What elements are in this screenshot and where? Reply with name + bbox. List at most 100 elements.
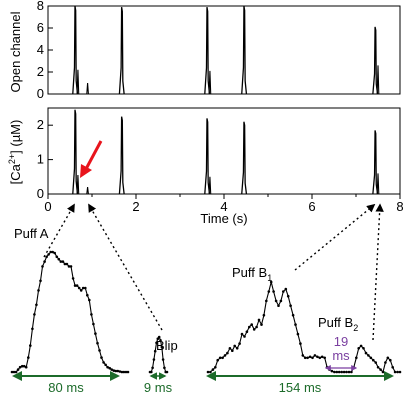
- puff-a-point: [20, 364, 24, 368]
- puff-a-point: [98, 349, 101, 352]
- puff-b-point: [250, 323, 253, 326]
- open-channel-spike: [372, 26, 379, 95]
- puff-b-point: [311, 356, 314, 360]
- open-channel-y-axis-label: Open channel: [8, 11, 23, 92]
- puff-a-point: [61, 260, 65, 263]
- calcium-panel: 0 1 2 0 2 4 6 8 [Ca2+] (µM) Time (s): [7, 107, 404, 226]
- connector-puff-a: [43, 203, 75, 258]
- puff-b-point: [231, 349, 234, 353]
- puff-b-point: [238, 342, 241, 345]
- puff-b-point: [235, 347, 239, 350]
- puff-a-point: [53, 251, 56, 255]
- calcium-trailing-spike: [376, 173, 380, 195]
- puff-b-point: [330, 369, 334, 373]
- calcium-plot-frame: [47, 107, 401, 195]
- calcium-spike: [372, 130, 379, 195]
- calcium-y-tick-label: 2: [37, 117, 44, 132]
- puff-b-point: [320, 355, 324, 359]
- open-channel-traces: [72, 5, 380, 95]
- blip-point: [161, 358, 165, 361]
- puff-b-point: [221, 356, 224, 360]
- open-channel-y-tick-label: 6: [37, 20, 44, 35]
- puff-b-point: [316, 355, 319, 359]
- puff-a-point: [16, 368, 20, 371]
- puff-a-point: [77, 286, 81, 290]
- puff-a-point: [102, 361, 105, 364]
- puff-a-point: [79, 289, 83, 292]
- calcium-x-tick-label: 2: [132, 199, 139, 214]
- open-channel-spike: [204, 6, 211, 95]
- blip-point: [152, 358, 156, 361]
- open-channel-y-tick-label: 2: [37, 64, 44, 79]
- puff-b-point: [359, 344, 363, 348]
- open-channel-panel: 0 2 4 6 8 Open channel: [8, 0, 401, 101]
- calcium-traces: [72, 109, 380, 195]
- puff-b-zoom-trace: [206, 280, 402, 374]
- puff-b-point: [386, 356, 390, 360]
- puff-b-point: [296, 332, 300, 336]
- connector-puff-b2: [372, 203, 384, 341]
- blip-zoom-trace: [148, 335, 169, 374]
- puff-b-point: [282, 290, 285, 293]
- open-channel-y-tick-label: 8: [37, 0, 44, 13]
- puff-a-point: [45, 255, 48, 259]
- blip-label: Blip: [156, 338, 178, 353]
- puff-b-point: [301, 354, 305, 357]
- open-channel-trailing-spike: [76, 69, 80, 95]
- puff-b-point: [372, 358, 375, 362]
- puff-b-point: [389, 358, 392, 362]
- puff-a-zoom-trace: [10, 250, 130, 374]
- puff-a-line: [12, 251, 128, 373]
- calcium-spike: [118, 116, 125, 195]
- puff-b-point: [396, 370, 399, 374]
- puff-b1-label: Puff B1: [232, 265, 272, 283]
- puff-a-point: [104, 363, 107, 367]
- puff-b-point: [262, 313, 266, 317]
- puff-b-point: [379, 368, 382, 371]
- puff-b-point: [376, 366, 380, 369]
- puff-b-point: [214, 366, 217, 369]
- blip-point: [150, 370, 153, 374]
- puff-b-point: [269, 280, 273, 284]
- puff-a-point: [81, 286, 85, 290]
- puff-b-point: [291, 313, 295, 317]
- puff-b-point: [342, 370, 346, 374]
- puff-b-point: [265, 299, 268, 303]
- puff-b-point: [367, 354, 370, 357]
- blip-duration-label: 9 ms: [144, 380, 173, 395]
- puff-b-point: [318, 356, 322, 360]
- puff-b-point: [381, 370, 385, 374]
- puff-a-point: [120, 370, 124, 374]
- puff-a-point: [88, 298, 91, 302]
- puff-b-point: [286, 294, 290, 298]
- puff-b-point: [284, 287, 288, 291]
- puff-b-point: [245, 330, 249, 334]
- puff-a-point: [67, 265, 71, 268]
- puff-a-point: [108, 366, 111, 370]
- puff-a-point: [75, 284, 79, 287]
- puff-b-point: [328, 368, 331, 371]
- puff-a-point: [65, 262, 69, 266]
- puff-b-point: [240, 332, 244, 336]
- puff-b-point: [308, 355, 312, 359]
- calcium-x-tick-label: 6: [308, 199, 315, 214]
- calcium-trailing-spike: [208, 176, 212, 195]
- puff-b-point: [279, 299, 283, 303]
- puff-b-point: [335, 370, 339, 374]
- calcium-spike: [241, 121, 248, 195]
- puff-b-point: [391, 366, 395, 369]
- puff-b-point: [218, 356, 222, 360]
- open-channel-y-tick-label: 0: [37, 86, 44, 101]
- calcium-x-ticks: 0 2 4 6 8: [44, 194, 404, 214]
- calcium-x-tick-label: 0: [44, 199, 51, 214]
- puff-b-point: [299, 342, 302, 345]
- puff-b-point: [277, 304, 280, 308]
- puff-b-point: [323, 356, 327, 360]
- puff-b-point: [313, 354, 317, 357]
- puff-a-point: [43, 260, 46, 263]
- blip-point: [157, 335, 161, 339]
- puff-a-point: [90, 313, 93, 316]
- calcium-x-tick-label: 4: [220, 199, 227, 214]
